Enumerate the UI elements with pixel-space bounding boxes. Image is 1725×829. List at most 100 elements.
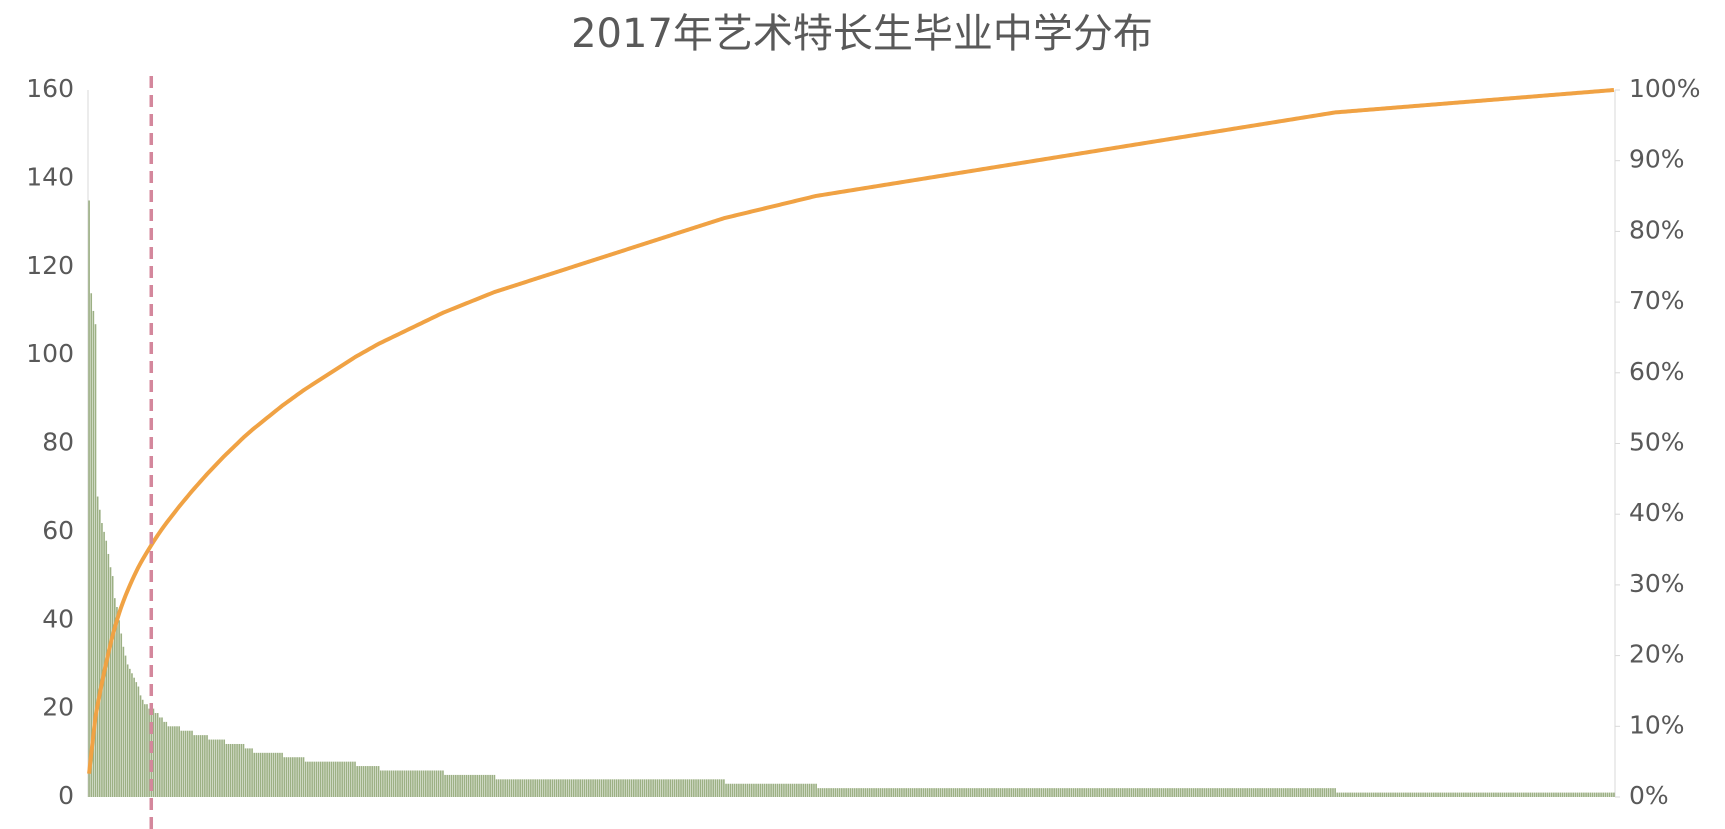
bar	[1523, 792, 1525, 797]
bar	[928, 788, 931, 797]
bar	[1355, 792, 1358, 797]
bar	[579, 779, 582, 797]
y2-tick-label: 0%	[1629, 781, 1669, 810]
bar	[1531, 792, 1534, 797]
bar	[1016, 788, 1019, 797]
bar	[1188, 788, 1191, 797]
bar	[1074, 788, 1077, 797]
bar	[735, 783, 738, 797]
bar	[1405, 792, 1407, 797]
bar	[969, 788, 972, 797]
bar	[1100, 788, 1103, 797]
bar	[680, 779, 682, 797]
bar	[476, 774, 479, 797]
bar	[1430, 792, 1433, 797]
bar	[126, 664, 129, 797]
bar	[204, 735, 206, 797]
bar	[1589, 792, 1592, 797]
bar	[1169, 788, 1171, 797]
bar	[412, 770, 414, 797]
bar	[191, 730, 193, 797]
bar	[596, 779, 599, 797]
bar	[1409, 792, 1411, 797]
bar	[950, 788, 953, 797]
bar	[868, 788, 871, 797]
bar	[525, 779, 528, 797]
bar	[1209, 788, 1212, 797]
bar	[362, 766, 365, 797]
bar	[1040, 788, 1043, 797]
bar	[750, 783, 753, 797]
bar	[967, 788, 970, 797]
bar	[210, 739, 213, 797]
bar	[424, 770, 427, 797]
bar	[920, 788, 923, 797]
bar	[199, 735, 202, 797]
bar	[1014, 788, 1017, 797]
bar	[1190, 788, 1193, 797]
bar	[163, 721, 165, 797]
bar	[1422, 792, 1424, 797]
y-tick-label: 100	[26, 339, 74, 368]
bar	[1233, 788, 1236, 797]
bar	[309, 761, 311, 797]
bar	[877, 788, 880, 797]
bar	[349, 761, 352, 797]
bar	[1514, 792, 1517, 797]
bar	[791, 783, 794, 797]
bar	[1115, 788, 1118, 797]
bar	[699, 779, 702, 797]
bar	[472, 774, 474, 797]
bar	[974, 788, 976, 797]
bar	[652, 779, 654, 797]
bar	[1325, 788, 1328, 797]
bar	[826, 788, 828, 797]
bar	[937, 788, 940, 797]
bar	[954, 788, 957, 797]
bar	[879, 788, 882, 797]
bar	[341, 761, 343, 797]
y2-tick-label: 80%	[1629, 215, 1685, 244]
bar	[459, 774, 461, 797]
bar	[229, 743, 232, 797]
bar	[418, 770, 421, 797]
bar	[1121, 788, 1124, 797]
bar	[212, 739, 215, 797]
bar	[319, 761, 322, 797]
bar	[1553, 792, 1555, 797]
bar	[1540, 792, 1542, 797]
bar	[817, 788, 820, 797]
bar	[1587, 792, 1590, 797]
bar	[244, 748, 247, 797]
bar	[1544, 792, 1547, 797]
bar	[1465, 792, 1467, 797]
bar	[437, 770, 440, 797]
bar	[1036, 788, 1038, 797]
bar	[1051, 788, 1053, 797]
bar	[330, 761, 333, 797]
bar	[169, 726, 172, 797]
bar	[1570, 792, 1572, 797]
bar	[255, 752, 258, 797]
bar	[326, 761, 328, 797]
bar	[710, 779, 712, 797]
bar	[390, 770, 393, 797]
bar	[1066, 788, 1068, 797]
bar	[502, 779, 504, 797]
bar	[1293, 788, 1296, 797]
bar	[695, 779, 697, 797]
bar	[322, 761, 324, 797]
bar	[675, 779, 678, 797]
bar	[1370, 792, 1373, 797]
bar	[527, 779, 530, 797]
bar	[802, 783, 805, 797]
bar	[727, 783, 729, 797]
bar	[221, 739, 223, 797]
bar	[1402, 792, 1405, 797]
bar	[101, 523, 103, 797]
bar	[785, 783, 787, 797]
bar	[107, 553, 110, 797]
bar	[583, 779, 586, 797]
bar	[431, 770, 434, 797]
bar	[592, 779, 594, 797]
